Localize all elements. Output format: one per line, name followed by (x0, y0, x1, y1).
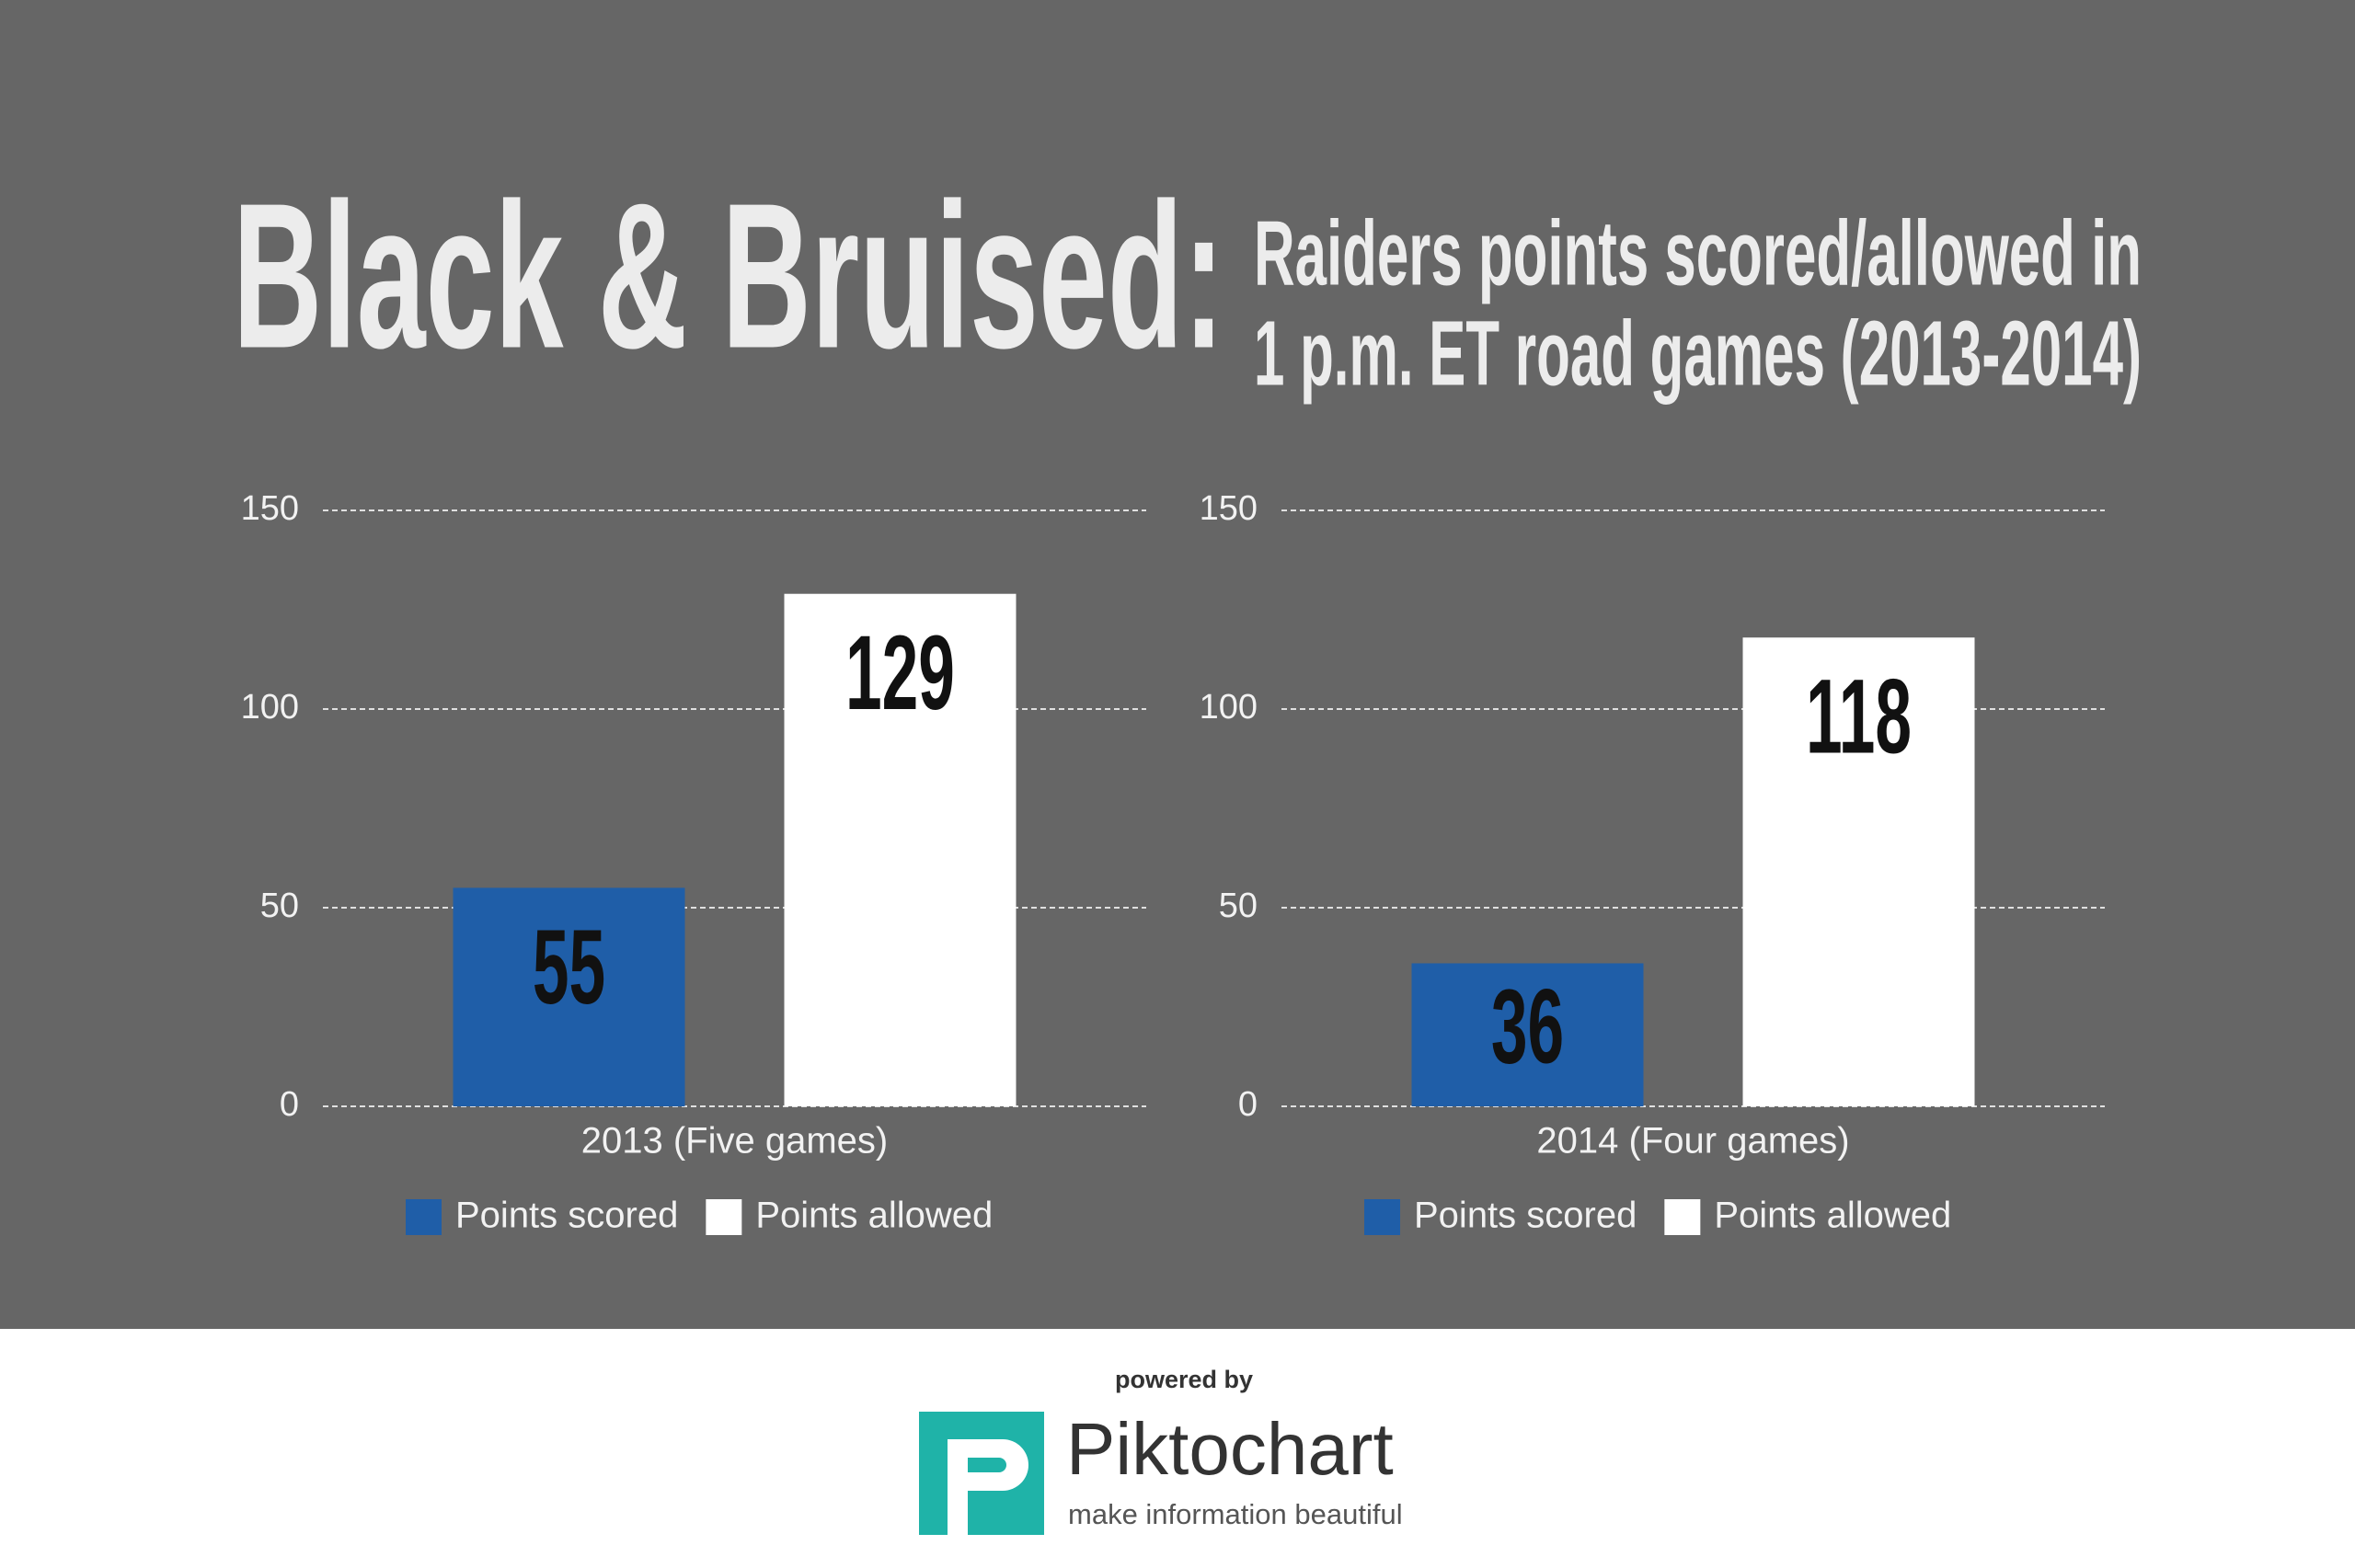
logo-letter-hole (968, 1458, 1006, 1472)
footer-background (0, 1329, 2355, 1568)
x-tick-label: 2014 (Four games) (1536, 1121, 1849, 1162)
powered-by: powered by (1115, 1366, 1253, 1393)
data-label: 118 (1806, 658, 1912, 776)
legend-swatch (706, 1199, 742, 1235)
subtitle: Raiders points scored/allowed in (1254, 201, 2142, 304)
y-tick-label: 100 (241, 688, 299, 727)
legend-swatch (1664, 1199, 1701, 1235)
subtitle: 1 p.m. ET road games (2013-2014) (1254, 302, 2142, 405)
bar (784, 593, 1017, 1106)
tagline: make information beautiful (1068, 1498, 1403, 1530)
bar (1411, 963, 1644, 1106)
y-tick-label: 150 (1200, 489, 1258, 528)
y-tick-label: 150 (241, 489, 299, 528)
title: Black & Bruised: (233, 159, 1224, 391)
brand: Piktochart (1066, 1408, 1394, 1490)
logo-icon (919, 1412, 1044, 1535)
legend-label: Points scored (455, 1196, 678, 1236)
x-tick-label: 2013 (Five games) (581, 1121, 888, 1162)
bar (1742, 637, 1975, 1106)
y-tick-label: 50 (260, 887, 299, 925)
data-label: 55 (533, 908, 605, 1026)
y-tick-label: 0 (280, 1085, 299, 1124)
data-label: 129 (845, 614, 955, 733)
legend-label: Points allowed (1714, 1196, 1951, 1236)
bar (453, 887, 685, 1106)
data-label: 36 (1491, 967, 1564, 1086)
legend-label: Points scored (1414, 1196, 1637, 1236)
y-tick-label: 100 (1200, 688, 1258, 727)
legend-swatch (406, 1199, 442, 1235)
legend-label: Points allowed (755, 1196, 993, 1236)
legend-swatch (1364, 1199, 1400, 1235)
y-tick-label: 50 (1219, 887, 1258, 925)
y-tick-label: 0 (1238, 1085, 1258, 1124)
